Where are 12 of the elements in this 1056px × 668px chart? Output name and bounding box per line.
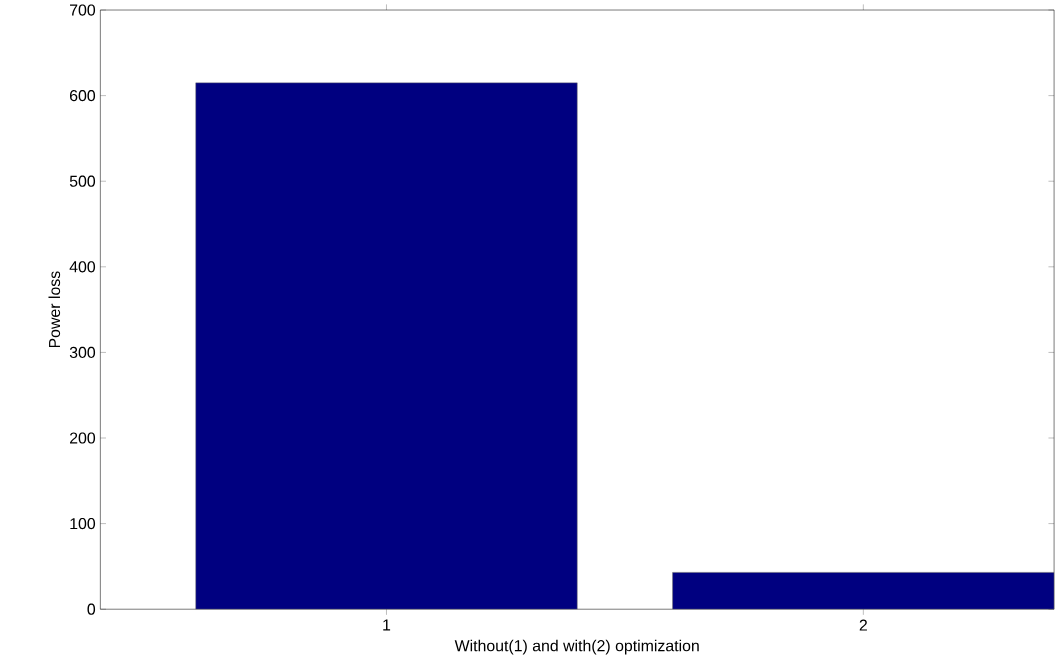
y-tick-label: 400 (69, 260, 96, 273)
x-tick-label: 1 (383, 619, 391, 631)
y-tick-label: 100 (70, 517, 96, 529)
y-axis-title: Power loss (48, 271, 61, 347)
y-tick-label: 700 (70, 4, 96, 16)
y-tick-label: 200 (69, 432, 96, 444)
y-tick-label: 300 (69, 346, 96, 358)
y-tick-label: 600 (70, 89, 96, 102)
x-axis-title: Without(1) and with(2) optimization (454, 639, 699, 655)
y-tick-label: 500 (69, 175, 96, 187)
y-tick-label: 0 (87, 603, 96, 615)
x-tick-label: 2 (859, 619, 867, 631)
